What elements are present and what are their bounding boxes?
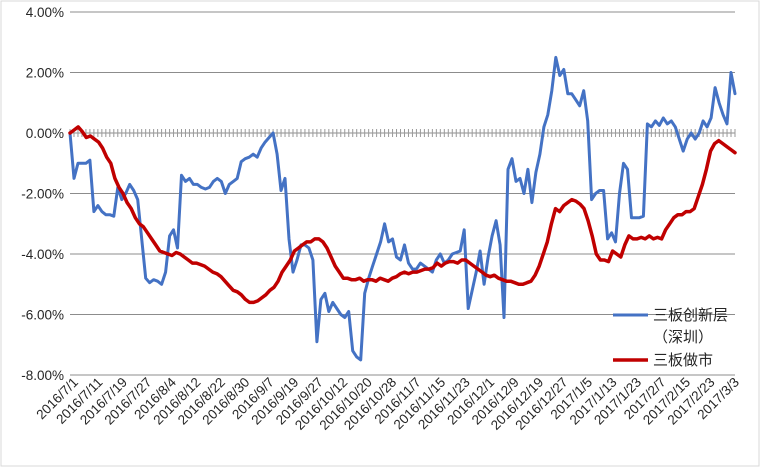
y-tick-label: -8.00% (21, 368, 64, 383)
y-tick-label: 2.00% (26, 66, 64, 81)
series-lines (68, 55, 737, 362)
legend: 三板创新层 （深圳） 三板做市 (613, 306, 728, 369)
legend-label: （深圳） (653, 328, 713, 346)
legend-label: 三板做市 (653, 351, 713, 369)
y-tick-labels: 4.00% 2.00% 0.00% -2.00% -4.00% -6.00% -8.00% (21, 5, 64, 383)
series-line-innovation-shenzhen (68, 55, 737, 362)
y-tick-label: 0.00% (26, 126, 64, 141)
series-line-market-making (68, 125, 737, 305)
y-tick-label: -2.00% (21, 187, 64, 202)
legend-label: 三板创新层 (653, 306, 728, 324)
y-tick-label: 4.00% (26, 5, 64, 20)
y-tick-label: -6.00% (21, 308, 64, 323)
y-tick-label: -4.00% (21, 247, 64, 262)
